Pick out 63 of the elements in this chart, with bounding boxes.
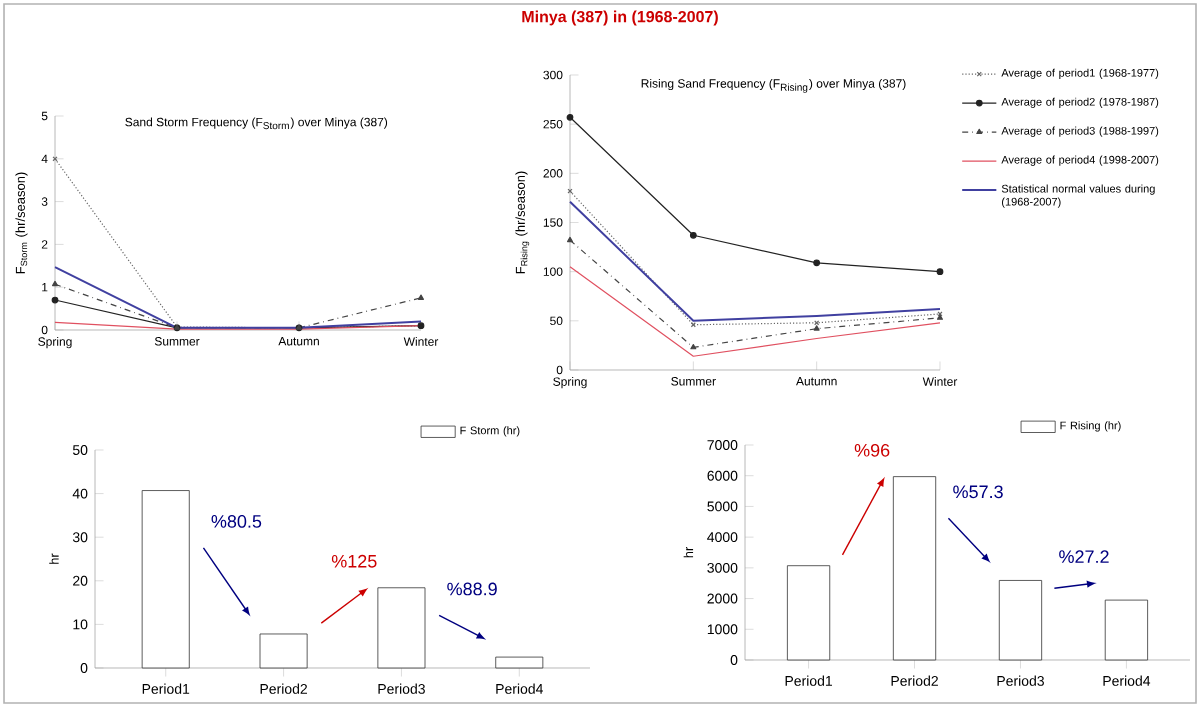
x-tick-label: Winter xyxy=(922,377,958,386)
y-tick-label: 100 xyxy=(543,267,563,276)
y-tick-label: 0 xyxy=(80,663,88,673)
y-tick-label: 50 xyxy=(72,445,88,455)
y-tick-label: 1 xyxy=(42,283,48,292)
legend-label: Statistical normal values during (1968-2007) xyxy=(1001,184,1155,208)
x-tick-label: Period3 xyxy=(378,683,425,694)
y-tick-label: 5 xyxy=(41,111,48,121)
y-tick-label: 50 xyxy=(550,316,563,326)
y-tick-label: 150 xyxy=(543,218,563,227)
y-axis-title: hr xyxy=(49,553,59,564)
legend-label: Average of period2 (1978-1987) xyxy=(1001,97,1159,108)
x-tick-label: Period1 xyxy=(142,683,190,694)
x-tick-label: Winter xyxy=(403,337,439,346)
chart-subtitle: Rising Sand Frequency (F$_{Rising}$) over Minya (387) xyxy=(641,78,906,93)
chart-title: Minya (387) in (1968-2007) xyxy=(522,10,718,26)
y-tick-label: 200 xyxy=(543,169,563,178)
x-tick-label: Summer xyxy=(671,377,716,386)
annotation: %96 xyxy=(854,443,890,457)
y-tick-label: 30 xyxy=(72,532,88,543)
y-tick-label: 4 xyxy=(41,154,48,163)
y-tick-label: 0 xyxy=(730,655,738,665)
legend-label: Average of period3 (1988-1997) xyxy=(1001,126,1159,137)
y-tick-label: 7000 xyxy=(707,440,738,450)
y-tick-label: 10 xyxy=(73,619,88,630)
y-axis-title: F$_{Rising}$ (hr/season) xyxy=(515,171,530,274)
x-tick-label: Spring xyxy=(38,337,72,349)
x-tick-label: Period4 xyxy=(496,683,543,694)
annotation: %80.5 xyxy=(211,515,262,528)
y-tick-label: 3000 xyxy=(707,562,738,573)
x-tick-label: Period3 xyxy=(997,675,1044,686)
x-tick-label: Period1 xyxy=(785,675,832,686)
legend-label: F Rising (hr) xyxy=(1060,421,1121,432)
legend-label: F Storm (hr) xyxy=(460,426,520,437)
x-tick-label: Autumn xyxy=(796,377,837,386)
annotation: %27.2 xyxy=(1059,550,1109,563)
y-axis-title: F$_{Storm}$ (hr/season) xyxy=(15,172,28,274)
annotation: %125 xyxy=(331,554,377,568)
y-tick-label: 40 xyxy=(72,488,88,499)
y-tick-label: 5000 xyxy=(707,501,738,512)
x-tick-label: Summer xyxy=(154,337,200,346)
x-tick-label: Autumn xyxy=(278,337,319,346)
y-tick-label: 3 xyxy=(41,197,48,206)
legend-label: Average of period4 (1998-2007) xyxy=(1001,155,1159,166)
legend-label: Average of period1 (1968-1977) xyxy=(1001,68,1159,79)
y-tick-label: 20 xyxy=(73,575,88,586)
annotation: %57.3 xyxy=(953,485,1003,499)
annotation: %88.9 xyxy=(447,582,497,596)
x-tick-label: Spring xyxy=(553,377,587,389)
x-tick-label: Period2 xyxy=(260,683,307,694)
x-tick-label: Period4 xyxy=(1103,675,1151,686)
y-tick-label: 1000 xyxy=(707,624,738,635)
chart-title: Sand Storm Frequency (F$_{Storm}$) over Minya (387) xyxy=(125,117,388,130)
y-tick-label: 2000 xyxy=(707,593,738,604)
y-tick-label: 0 xyxy=(556,365,563,375)
y-tick-label: 2 xyxy=(41,240,48,249)
y-tick-label: 4000 xyxy=(707,532,738,543)
y-tick-label: 250 xyxy=(543,119,563,129)
y-tick-label: 300 xyxy=(543,70,563,80)
y-tick-label: 0 xyxy=(41,325,48,335)
y-tick-label: 6000 xyxy=(707,470,738,481)
x-tick-label: Period2 xyxy=(891,675,938,686)
y-axis-title: hr xyxy=(683,546,694,558)
